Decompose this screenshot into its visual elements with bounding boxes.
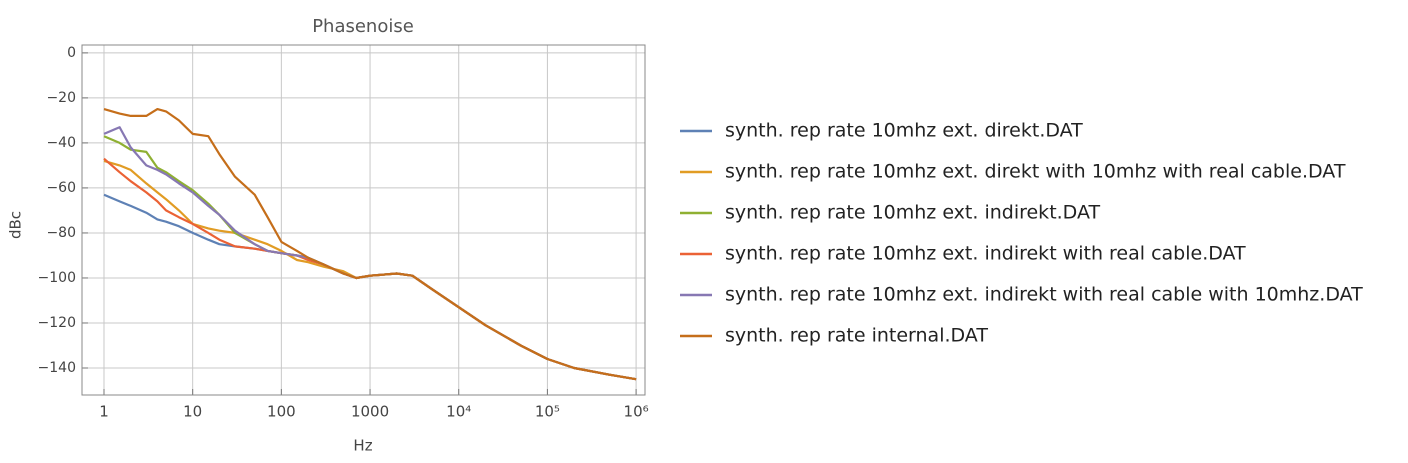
y-tick-label: −100 (38, 270, 76, 286)
legend-label: synth. rep rate 10mhz ext. indirekt with… (725, 243, 1246, 265)
chart-title: Phasenoise (312, 16, 414, 37)
x-tick-label: 10⁵ (535, 403, 560, 421)
x-axis-label: Hz (353, 437, 372, 455)
y-tick-label: −40 (46, 135, 76, 151)
legend-label: synth. rep rate 10mhz ext. indirekt.DAT (725, 202, 1100, 224)
legend-label: synth. rep rate 10mhz ext. direkt.DAT (725, 120, 1083, 142)
x-tick-label: 1 (99, 403, 109, 421)
y-axis-label: dBc (7, 211, 25, 239)
series-line (103, 108, 637, 381)
y-tick-label: −140 (38, 360, 76, 376)
x-tick-label: 10 (183, 403, 202, 421)
y-tick-label: −80 (46, 225, 76, 241)
x-tick-label: 10⁶ (624, 403, 649, 421)
y-tick-label: −20 (46, 90, 76, 106)
legend-label: synth. rep rate 10mhz ext. direkt with 1… (725, 161, 1346, 183)
x-tick-label: 100 (267, 403, 296, 421)
y-tick-label: 0 (67, 45, 76, 61)
x-tick-label: 1000 (351, 403, 389, 421)
y-tick-label: −120 (38, 315, 76, 331)
legend-label: synth. rep rate internal.DAT (725, 325, 988, 347)
y-tick-label: −60 (46, 180, 76, 196)
legend-label: synth. rep rate 10mhz ext. indirekt with… (725, 284, 1363, 306)
x-tick-label: 10⁴ (446, 403, 471, 421)
plot-frame (81, 44, 646, 396)
